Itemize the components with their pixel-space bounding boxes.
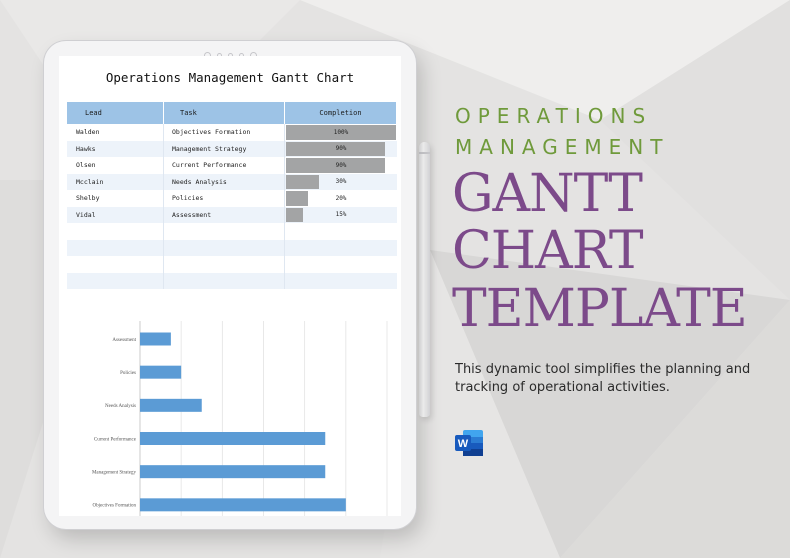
chart-category-label: Policies [120, 371, 136, 376]
title-line-2: CHART [452, 221, 644, 281]
cell-task: Assessment [164, 206, 285, 223]
cell-lead: Olsen [67, 157, 164, 174]
completion-value: 30% [335, 178, 347, 186]
table-row: Vidal Assessment 15% [67, 206, 397, 224]
tablet-screen: Operations Management Gantt Chart Lead T… [59, 56, 401, 516]
cell-completion: 90% [285, 157, 397, 174]
gantt-bar-chart: Assessment Policies Needs Analysis Current … [92, 321, 388, 516]
completion-fill [286, 207, 303, 222]
completion-value: 20% [335, 194, 347, 202]
cell-completion: 20% [285, 190, 397, 207]
table-row: Hawks Management Strategy 90% [67, 140, 397, 158]
camera-bar [44, 45, 416, 59]
chart-category-label: Assessment [112, 338, 136, 343]
chart-bar [140, 465, 326, 479]
cell-lead: Vidal [67, 206, 164, 223]
completion-value: 15% [335, 211, 347, 219]
title-line-3: TEMPLATE [452, 279, 748, 339]
table-header-row: Lead Task Completion [67, 102, 397, 124]
header-lead: Lead [67, 102, 164, 124]
cell-completion: 15% [285, 207, 397, 224]
completion-fill [286, 191, 308, 206]
chart-bar [140, 498, 346, 512]
chart-category-label: Current Performance [94, 437, 137, 442]
completion-fill [286, 158, 385, 173]
completion-value: 90% [335, 145, 347, 153]
svg-text:W: W [458, 438, 469, 450]
stylus-pencil [419, 142, 430, 417]
chart-category-label: Objectives Formation [93, 504, 137, 509]
cell-completion: 30% [285, 174, 397, 191]
completion-fill [286, 125, 396, 140]
chart-bar [140, 432, 326, 445]
document-title: Operations Management Gantt Chart [105, 70, 355, 85]
cell-task: Management Strategy [164, 140, 285, 157]
empty-table-row [67, 223, 397, 240]
header-task: Task [164, 102, 285, 124]
completion-value: 100% [333, 128, 349, 136]
cell-task: Needs Analysis [164, 173, 285, 190]
title-line-1: GANTT [452, 164, 643, 224]
cell-lead: Walden [67, 124, 164, 141]
table-row: Mcclain Needs Analysis 30% [67, 173, 397, 191]
empty-table-row [67, 239, 397, 256]
empty-table-row [67, 256, 397, 273]
table-row: Walden Objectives Formation 100% [67, 124, 397, 141]
chart-category-label: Needs Analysis [105, 404, 136, 409]
gantt-table: Lead Task Completion Walden Objectives Fo… [67, 102, 397, 289]
cell-task: Objectives Formation [164, 124, 285, 141]
cell-lead: Shelby [67, 190, 164, 207]
subtitle-line-1: OPERATIONS [455, 104, 653, 128]
empty-table-row [67, 272, 397, 289]
cell-completion: 100% [285, 124, 397, 141]
cell-task: Policies [164, 190, 285, 207]
subtitle-line-2: MANAGEMENT [455, 135, 670, 159]
completion-value: 90% [335, 161, 347, 169]
chart-category-label: Management Strategy [92, 470, 137, 475]
completion-fill [286, 174, 319, 189]
chart-bar [140, 365, 182, 379]
header-completion: Completion [285, 102, 397, 124]
completion-fill [286, 141, 385, 156]
tablet-device: Operations Management Gantt Chart Lead T… [44, 41, 416, 529]
word-icon: W [455, 430, 483, 456]
cell-completion: 90% [285, 141, 397, 158]
cell-task: Current Performance [164, 157, 285, 174]
chart-bar [140, 398, 202, 412]
table-body: Walden Objectives Formation 100% Hawks Manag… [67, 124, 397, 289]
table-row: Shelby Policies 20% [67, 190, 397, 207]
cell-lead: Hawks [67, 140, 164, 157]
chart-bar [140, 332, 171, 346]
cell-lead: Mcclain [67, 173, 164, 190]
table-row: Olsen Current Performance 90% [67, 157, 397, 174]
description-text: This dynamic tool simplifies the plannin… [455, 362, 751, 395]
